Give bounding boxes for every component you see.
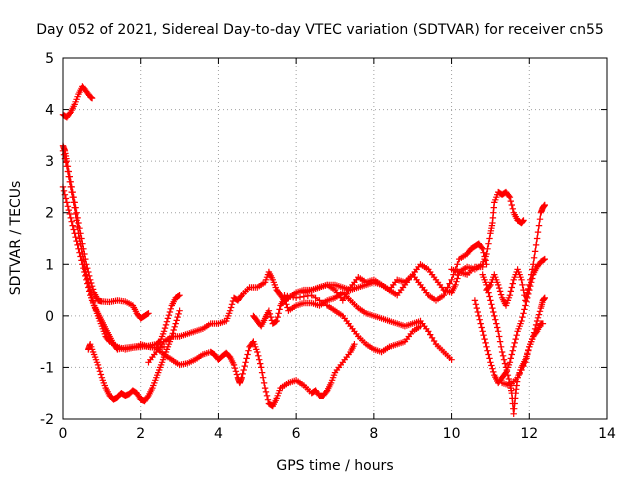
- y-tick-label: 1: [45, 257, 54, 273]
- series-track-8: [250, 289, 455, 363]
- x-axis-label: GPS time / hours: [276, 458, 393, 474]
- series-point-markers: [300, 240, 490, 304]
- series-point-markers: [281, 292, 424, 356]
- y-tick-label: 5: [45, 51, 54, 67]
- y-tick-label: 3: [45, 154, 54, 170]
- y-axis-label: SDTVAR / TECUs: [8, 181, 24, 296]
- series-track-6: [137, 338, 358, 410]
- series-trace: [147, 263, 483, 363]
- series-point-markers: [145, 261, 486, 366]
- series-track-7: [145, 261, 486, 366]
- x-tick-label: 4: [214, 426, 223, 442]
- x-tick-label: 2: [136, 426, 145, 442]
- series-point-markers: [448, 188, 527, 276]
- series-trace: [62, 145, 149, 320]
- y-tick-label: 2: [45, 206, 54, 222]
- series-track-10: [300, 240, 490, 304]
- y-tick-label: -1: [40, 360, 54, 376]
- series-point-markers: [137, 338, 358, 410]
- grid-layer: [63, 58, 607, 419]
- series-point-markers: [471, 255, 548, 387]
- series-track-13: [479, 271, 547, 417]
- series-point-markers: [85, 307, 183, 405]
- chart-title: Day 052 of 2021, Sidereal Day-to-day VTE…: [36, 22, 604, 38]
- y-tick-label: 4: [45, 103, 54, 119]
- x-tick-label: 10: [443, 426, 461, 442]
- x-tick-label: 14: [598, 426, 616, 442]
- series-track-14: [483, 201, 548, 309]
- series-trace: [62, 186, 165, 351]
- x-tick-label: 12: [520, 426, 538, 442]
- series-point-markers: [59, 83, 96, 121]
- x-tick-label: 6: [292, 426, 301, 442]
- series-point-markers: [250, 289, 455, 363]
- x-tick-label: 0: [59, 426, 68, 442]
- y-tick-label: 0: [45, 309, 54, 325]
- series-point-markers: [483, 201, 548, 309]
- plot-frame: [62, 57, 608, 420]
- series-trace: [62, 150, 180, 351]
- x-tick-label: 8: [369, 426, 378, 442]
- series-point-markers: [479, 271, 547, 417]
- series-track-15: [498, 294, 548, 389]
- y-tick-label: -2: [40, 412, 54, 428]
- series-point-markers: [498, 294, 548, 389]
- series-layer: [59, 83, 548, 417]
- series-track-1: [59, 83, 96, 121]
- series-track-11: [448, 188, 527, 276]
- series-track-9: [281, 292, 424, 356]
